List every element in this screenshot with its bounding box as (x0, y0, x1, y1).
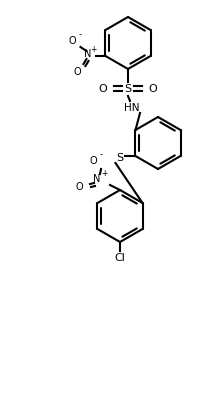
Text: O: O (74, 67, 81, 77)
Text: O: O (89, 156, 97, 166)
Text: O: O (149, 84, 157, 94)
Text: O: O (75, 182, 83, 192)
Text: N: N (84, 49, 91, 59)
Text: S: S (116, 153, 123, 163)
Text: Cl: Cl (115, 253, 125, 263)
Text: S: S (125, 84, 132, 94)
Text: -: - (99, 150, 103, 159)
Text: O: O (99, 84, 107, 94)
Text: N: N (93, 174, 101, 184)
Text: +: + (90, 44, 97, 53)
Text: O: O (69, 36, 76, 46)
Text: -: - (79, 30, 82, 39)
Text: HN: HN (124, 103, 140, 113)
Text: +: + (101, 169, 107, 178)
